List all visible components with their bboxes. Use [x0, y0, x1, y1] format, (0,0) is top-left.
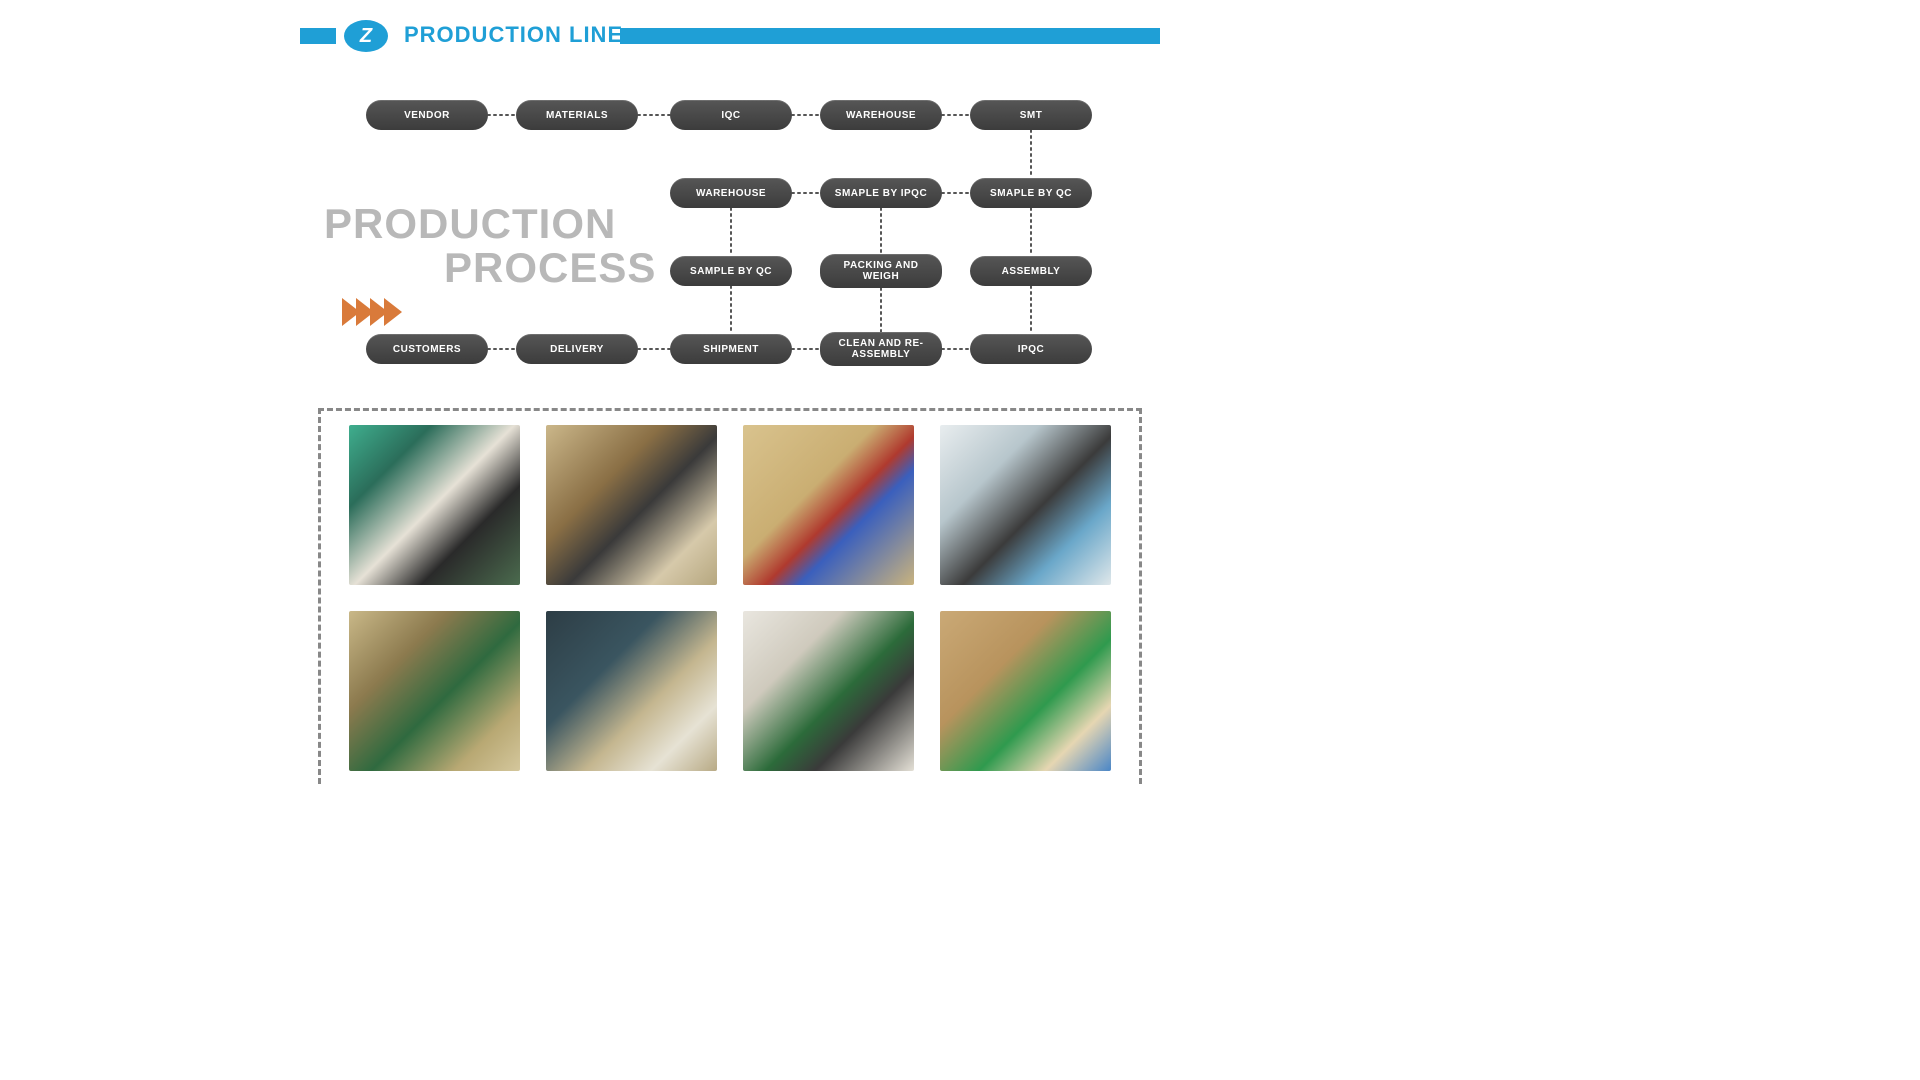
- header-bar: Z PRODUCTION LINE: [300, 20, 1160, 52]
- flow-node-wh1: WAREHOUSE: [820, 100, 942, 130]
- flow-node-sipqc: SMAPLE BY IPQC: [820, 178, 942, 208]
- photo-fill: [743, 425, 914, 585]
- flow-node-label: SMAPLE BY QC: [990, 188, 1072, 199]
- photo-fill: [743, 611, 914, 771]
- photo-box-packing: [940, 611, 1111, 771]
- photo-pcb-array: [349, 611, 520, 771]
- flow-node-clean: CLEAN AND RE-ASSEMBLY: [820, 332, 942, 366]
- flowchart: VENDOR MATERIALS IQC WAREHOUSE SMT WAREHOUSE S…: [300, 100, 1160, 400]
- flow-node-label: VENDOR: [404, 110, 450, 121]
- flow-node-label: WAREHOUSE: [846, 110, 916, 121]
- flow-node-cust: CUSTOMERS: [366, 334, 488, 364]
- photo-fill: [349, 611, 520, 771]
- photo-fill: [546, 425, 717, 585]
- flow-node-assy: ASSEMBLY: [970, 256, 1092, 286]
- flow-node-label: SMT: [1020, 110, 1043, 121]
- flow-node-label: CLEAN AND RE-ASSEMBLY: [826, 338, 936, 360]
- flow-node-ship: SHIPMENT: [670, 334, 792, 364]
- flow-node-sqc1: SMAPLE BY QC: [970, 178, 1092, 208]
- flow-node-label: IPQC: [1018, 344, 1044, 355]
- flow-node-label: MATERIALS: [546, 110, 608, 121]
- flow-node-label: WAREHOUSE: [696, 188, 766, 199]
- flow-node-iqc: IQC: [670, 100, 792, 130]
- photo-fill: [546, 611, 717, 771]
- brand-logo: Z: [344, 20, 388, 52]
- photo-hand-assembly-cable: [546, 425, 717, 585]
- photo-bench-programming: [349, 425, 520, 585]
- flow-node-deliv: DELIVERY: [516, 334, 638, 364]
- photo-fill: [940, 425, 1111, 585]
- flow-node-label: IQC: [721, 110, 740, 121]
- flow-node-vendor: VENDOR: [366, 100, 488, 130]
- header-accent-left: [300, 28, 336, 44]
- flow-node-ipqc: IPQC: [970, 334, 1092, 364]
- brand-logo-letter: Z: [360, 25, 372, 48]
- flow-node-label: DELIVERY: [550, 344, 604, 355]
- flow-node-label: SMAPLE BY IPQC: [835, 188, 927, 199]
- infographic-canvas: Z PRODUCTION LINE PRODUCTION PROCESS VEN…: [300, 20, 1160, 810]
- photo-heatsink-clean: [940, 425, 1111, 585]
- flow-node-pack: PACKING AND WEIGH: [820, 254, 942, 288]
- flow-node-label: SHIPMENT: [703, 344, 759, 355]
- photo-gallery: [349, 425, 1111, 771]
- photo-touchscreen-test: [546, 611, 717, 771]
- gallery-frame: [318, 408, 1142, 784]
- flow-node-materials: MATERIALS: [516, 100, 638, 130]
- header-title: PRODUCTION LINE: [404, 22, 623, 48]
- flow-node-wh2: WAREHOUSE: [670, 178, 792, 208]
- flow-node-sqc2: SAMPLE BY QC: [670, 256, 792, 286]
- flow-node-label: SAMPLE BY QC: [690, 266, 772, 277]
- photo-wall-panel-test: [743, 611, 914, 771]
- flow-node-label: PACKING AND WEIGH: [826, 260, 936, 282]
- flow-node-label: ASSEMBLY: [1002, 266, 1061, 277]
- header-accent-right: [620, 28, 1160, 44]
- flow-node-label: CUSTOMERS: [393, 344, 461, 355]
- photo-fill: [940, 611, 1111, 771]
- photo-fill: [349, 425, 520, 585]
- flow-node-smt: SMT: [970, 100, 1092, 130]
- photo-screwdriver-panel: [743, 425, 914, 585]
